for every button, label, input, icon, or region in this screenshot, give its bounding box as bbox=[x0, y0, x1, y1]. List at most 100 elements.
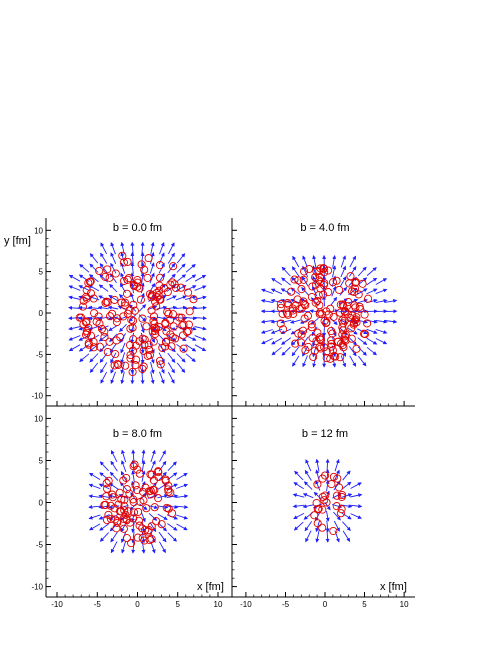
flow-arrow bbox=[292, 493, 305, 498]
flow-arrow bbox=[88, 274, 99, 283]
nucleon-point bbox=[133, 278, 142, 287]
nucleon-point bbox=[154, 494, 163, 503]
nucleon-point bbox=[129, 300, 138, 309]
flow-arrow bbox=[120, 371, 125, 385]
nucleon-point bbox=[138, 524, 147, 533]
nucleon-point bbox=[279, 325, 288, 334]
nucleon-point bbox=[291, 339, 300, 348]
nucleon-point bbox=[89, 343, 98, 352]
nucleon-point bbox=[130, 460, 139, 469]
flow-arrow bbox=[156, 316, 168, 321]
flow-arrow bbox=[79, 263, 90, 273]
flow-arrow bbox=[167, 362, 175, 374]
nucleon-point bbox=[316, 344, 325, 353]
flow-arrow bbox=[150, 460, 156, 472]
flow-arrow bbox=[350, 482, 362, 489]
flow-arrow bbox=[159, 541, 166, 554]
flow-arrow bbox=[305, 530, 312, 543]
flow-arrow bbox=[176, 343, 187, 352]
nucleon-point bbox=[340, 316, 349, 325]
nucleon-point bbox=[150, 323, 159, 332]
flow-arrow bbox=[128, 314, 137, 322]
nucleon-point bbox=[140, 340, 149, 349]
flow-arrow bbox=[315, 480, 321, 491]
flow-arrow bbox=[325, 469, 330, 482]
flow-arrow bbox=[158, 522, 167, 532]
flow-arrow bbox=[356, 298, 368, 304]
nucleon-point bbox=[317, 310, 326, 319]
nucleon-point bbox=[166, 330, 175, 339]
nucleon-point bbox=[133, 275, 142, 285]
nucleon-point bbox=[161, 342, 170, 351]
flow-arrow bbox=[121, 460, 127, 472]
flow-arrow bbox=[281, 346, 291, 356]
flow-arrow bbox=[130, 332, 135, 344]
flow-arrow bbox=[384, 319, 398, 324]
y-tick-label: 0 bbox=[39, 499, 44, 508]
flow-arrow bbox=[175, 305, 188, 310]
flow-arrow bbox=[110, 531, 118, 543]
flow-arrow bbox=[340, 255, 347, 268]
nucleon-point bbox=[127, 315, 136, 324]
nucleon-point bbox=[139, 346, 148, 355]
flow-arrow bbox=[366, 346, 377, 356]
flow-arrow bbox=[89, 263, 99, 273]
flow-arrow bbox=[194, 305, 207, 310]
nucleon-point bbox=[163, 287, 172, 297]
nucleon-point bbox=[136, 295, 145, 304]
y-tick-label: 5 bbox=[39, 268, 44, 277]
flow-arrow bbox=[68, 285, 81, 291]
nucleon-point bbox=[327, 339, 336, 348]
flow-arrow bbox=[109, 333, 118, 343]
flow-arrow bbox=[88, 494, 101, 499]
flow-arrow bbox=[100, 371, 107, 384]
nucleon-point bbox=[328, 329, 337, 338]
flow-arrow bbox=[341, 481, 352, 490]
nucleon-point bbox=[108, 309, 117, 318]
flow-arrow bbox=[78, 274, 90, 282]
flow-arrow bbox=[334, 469, 340, 481]
x-tick-label: -10 bbox=[51, 600, 63, 609]
flow-arrow bbox=[293, 521, 304, 531]
nucleon-point bbox=[152, 517, 161, 526]
nucleon-point bbox=[139, 362, 148, 371]
nucleon-point bbox=[336, 509, 345, 518]
flow-arrow bbox=[194, 344, 207, 352]
x-tick-label: 5 bbox=[175, 600, 180, 609]
flow-arrow bbox=[290, 287, 301, 296]
nucleon-point bbox=[125, 489, 134, 498]
flow-arrow bbox=[167, 252, 175, 264]
flow-arrow bbox=[120, 262, 126, 274]
nucleon-point bbox=[343, 310, 352, 319]
flow-arrow bbox=[68, 274, 81, 282]
flow-arrow bbox=[89, 362, 99, 373]
flow-arrow bbox=[366, 328, 378, 334]
flow-arrow bbox=[109, 483, 119, 490]
flow-arrow bbox=[147, 305, 158, 311]
flow-arrow bbox=[100, 252, 108, 264]
flow-arrow bbox=[99, 352, 108, 363]
nucleon-point bbox=[318, 505, 327, 514]
x-tick-label: -10 bbox=[240, 600, 252, 609]
nucleon-point bbox=[320, 316, 329, 326]
nucleon-point bbox=[129, 498, 138, 507]
flow-arrow bbox=[157, 494, 169, 499]
nucleon-point bbox=[118, 251, 127, 260]
nucleon-point bbox=[121, 510, 130, 519]
flow-arrow bbox=[366, 277, 378, 286]
flow-arrow bbox=[68, 335, 81, 341]
nucleon-point bbox=[119, 476, 128, 485]
flow-arrow bbox=[280, 319, 292, 324]
flow-arrow bbox=[99, 532, 110, 542]
flow-arrow bbox=[270, 298, 283, 304]
nucleon-point bbox=[166, 315, 175, 324]
nucleon-point bbox=[155, 286, 164, 295]
nucleon-point bbox=[100, 332, 109, 341]
nucleon-point bbox=[106, 514, 116, 524]
flow-arrow bbox=[271, 346, 282, 356]
flow-arrow bbox=[100, 362, 108, 374]
flow-arrow bbox=[349, 255, 356, 268]
nucleon-point bbox=[154, 291, 163, 300]
flow-arrow bbox=[302, 493, 314, 499]
flow-arrow bbox=[150, 241, 155, 255]
